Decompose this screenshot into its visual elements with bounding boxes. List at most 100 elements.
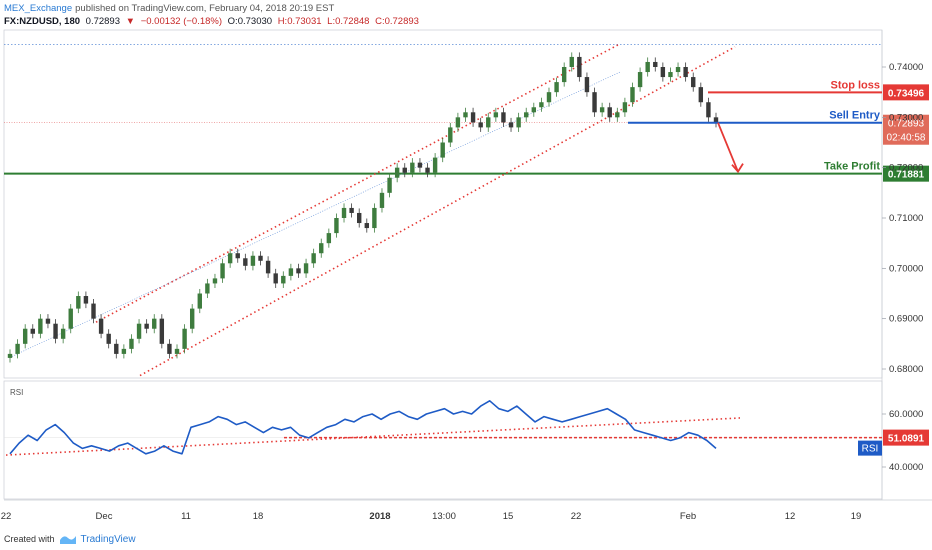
time-tick-label: 15 <box>503 511 514 522</box>
candle-body <box>637 72 643 88</box>
candle-body <box>524 112 529 118</box>
time-tick-label: Feb <box>680 511 696 522</box>
rsi-pane[interactable] <box>3 380 883 500</box>
candle-body <box>554 82 559 93</box>
time-tick-label: 2018 <box>369 511 390 522</box>
candle-body <box>159 318 165 344</box>
tradingview-brand[interactable]: TradingView <box>80 533 136 545</box>
time-tick-label: 22 <box>1 511 12 522</box>
candle-body <box>136 323 142 339</box>
candle-body <box>630 87 635 103</box>
ohlc-high: H:0.73031 <box>277 16 322 27</box>
candle-body <box>561 67 567 83</box>
price-tick-label: 0.74000 <box>889 62 923 73</box>
candle-body <box>45 318 51 324</box>
sell-entry-label: Sell Entry <box>829 110 881 122</box>
candle-body <box>83 296 89 304</box>
candle-body <box>455 117 461 128</box>
price-tick-label: 0.73000 <box>889 112 923 123</box>
candle-body <box>273 273 278 284</box>
candle-body <box>98 318 104 334</box>
rsi-pane-title: RSI <box>10 388 23 397</box>
price-tick-label: 0.72000 <box>889 163 923 174</box>
candle-body <box>38 318 43 334</box>
candle-body <box>470 112 476 123</box>
rsi-trendline[interactable] <box>5 417 741 456</box>
candle-body <box>698 87 704 103</box>
candle-body <box>539 102 544 108</box>
candle-body <box>478 122 483 128</box>
candle-body <box>68 308 73 329</box>
candle-body <box>303 263 309 274</box>
stop-loss-price-badge-text: 0.73496 <box>888 88 925 99</box>
price-tick-label: 0.69000 <box>889 314 923 325</box>
candle-body <box>205 283 210 294</box>
candle-body <box>91 303 96 319</box>
tradingview-logo-icon <box>59 536 76 544</box>
candle-body <box>683 67 688 78</box>
symbol-label[interactable]: FX:NZDUSD, 180 <box>4 16 81 27</box>
candle-body <box>577 56 582 78</box>
candle-body <box>653 61 658 67</box>
last-price-badge-text: 0.72893 <box>888 119 925 130</box>
candle-body <box>402 167 407 173</box>
take-profit-price-badge <box>883 165 929 182</box>
candle-body <box>121 348 127 354</box>
candle-body <box>440 142 445 158</box>
candle-body <box>189 308 195 329</box>
price-tick-label: 0.70000 <box>889 263 923 274</box>
candle-body <box>584 77 590 93</box>
candle-body <box>516 117 521 128</box>
candle-body <box>486 117 491 128</box>
candle-body <box>607 107 612 118</box>
time-tick-label: Dec <box>96 511 113 522</box>
channel-mid-line[interactable] <box>11 71 621 357</box>
candle-body <box>76 296 81 309</box>
time-tick-label: 12 <box>785 511 796 522</box>
candle-body <box>296 268 301 274</box>
sell-arrow-line[interactable] <box>717 122 739 172</box>
price-pane[interactable] <box>3 29 883 379</box>
candle-body <box>660 67 666 78</box>
candle-body <box>22 328 28 344</box>
rsi-line <box>9 399 717 455</box>
time-tick-label: 18 <box>253 511 264 522</box>
candle-body <box>212 278 218 284</box>
created-with-text: Created with <box>4 534 55 544</box>
candle-body <box>410 162 415 173</box>
take-profit-price-badge-text: 0.71881 <box>888 170 925 181</box>
candle-body <box>668 72 673 78</box>
candle-body <box>174 348 180 354</box>
ohlc-low: L:0.72848 <box>327 16 370 27</box>
price-tick-label: 0.68000 <box>889 364 923 375</box>
candle-body <box>546 92 552 103</box>
rsi-tick-label: 40.0000 <box>889 462 923 473</box>
candle-body <box>144 323 149 329</box>
ohlc-open: O:0.73030 <box>227 16 273 27</box>
publisher-name[interactable]: MEX_Exchange <box>4 3 73 14</box>
candle-body <box>15 343 20 354</box>
candle-body <box>167 343 172 354</box>
candle-body <box>326 233 332 244</box>
last-price: 0.72893 <box>85 16 120 27</box>
candle-body <box>569 56 574 67</box>
channel-lower-line[interactable] <box>139 46 736 377</box>
candle-body <box>311 253 316 264</box>
stop-loss-label: Stop loss <box>830 79 880 91</box>
candle-body <box>425 167 430 173</box>
candle-body <box>592 92 597 113</box>
stop-loss-price-badge <box>883 84 929 101</box>
candle-body <box>622 102 628 113</box>
candle-body <box>319 243 324 254</box>
rsi-tick-label: 60.0000 <box>889 409 923 420</box>
candle-body <box>372 207 377 229</box>
candle-body <box>432 157 438 173</box>
take-profit-label: Take Profit <box>824 161 880 173</box>
published-text: published on TradingView.com, February 0… <box>75 3 335 14</box>
candle-body <box>448 127 453 143</box>
candle-body <box>265 260 271 274</box>
candle-body <box>60 328 66 339</box>
price-tick-label: 0.71000 <box>889 213 923 224</box>
candle-body <box>341 207 347 218</box>
